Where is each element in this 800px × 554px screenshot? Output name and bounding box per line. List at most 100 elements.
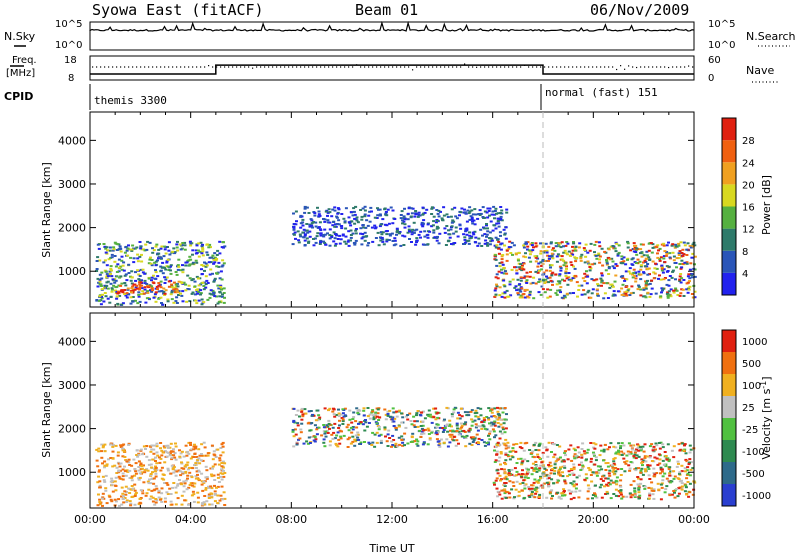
echo-cell [344,415,348,417]
echo-cell [437,444,441,447]
echo-cell [500,271,504,274]
echo-cell [169,293,173,296]
echo-cell [661,475,665,478]
echo-cell [189,457,193,460]
echo-cell [135,454,139,456]
echo-cell [671,243,675,246]
echo-cell [303,205,307,208]
echo-cell [673,491,676,494]
echo-cell [313,212,317,215]
echo-cell [571,277,575,280]
echo-cell [215,295,218,298]
echo-cell [653,267,657,270]
echo-cell [181,471,185,474]
echo-cell [443,231,447,234]
echo-cell [483,210,487,213]
echo-cell [629,451,633,454]
echo-cell [370,444,374,446]
echo-cell [314,241,318,244]
echo-cell [388,415,392,418]
echo-cell [567,470,571,473]
echo-cell [529,260,533,263]
echo-cell [503,461,507,464]
echo-cell [371,414,375,417]
echo-cell [581,442,585,445]
echo-cell [644,280,648,283]
echo-cell [686,275,690,278]
echo-cell [495,273,499,276]
echo-cell [518,296,522,299]
echo-cell [400,210,404,213]
echo-cell [202,503,206,506]
echo-cell [314,438,318,441]
echo-cell [598,465,602,468]
echo-cell [600,272,604,275]
echo-cell [170,289,174,292]
echo-cell [176,268,180,271]
echo-cell [335,234,338,237]
echo-cell [165,482,169,485]
echo-cell [594,240,598,243]
ytick-label: 1000 [58,265,86,278]
echo-cell [217,287,221,290]
echo-cell [607,472,611,475]
echo-cell [218,457,222,460]
echo-cell [665,292,669,295]
nave-point [244,66,246,68]
echo-cell [137,466,141,468]
echo-cell [446,445,450,448]
echo-cell [627,270,631,273]
nave-point [556,66,558,68]
echo-cell [499,234,502,237]
echo-cell [111,457,115,460]
echo-cell [106,275,110,278]
echo-cell [628,467,632,470]
echo-cell [173,456,177,459]
echo-cell [655,472,659,474]
nave-point [184,66,186,68]
echo-cell [221,293,224,296]
echo-cell [642,254,646,257]
echo-cell [206,282,210,284]
echo-cell [401,416,405,419]
echo-cell [310,224,314,227]
echo-cell [148,298,151,301]
echo-cell [130,291,133,294]
echo-cell [316,206,319,209]
echo-cell [213,454,217,457]
echo-cell [662,287,665,290]
echo-cell [491,210,495,213]
echo-cell [406,231,410,234]
echo-cell [123,490,127,493]
echo-cell [495,212,498,215]
echo-cell [457,433,461,436]
echo-cell [183,248,187,251]
echo-cell [607,267,611,270]
echo-cell [371,441,375,444]
colorbar-frame [721,117,737,296]
echo-cell [493,217,496,220]
echo-cell [159,447,162,450]
echo-cell [174,283,178,286]
nave-point [328,66,330,68]
echo-cell [685,477,689,480]
echo-cell [582,247,586,250]
echo-cell [118,477,122,480]
echo-cell [590,278,594,281]
echo-cell [662,257,666,260]
echo-cell [152,452,156,455]
echo-cell [125,460,129,463]
echo-cell [482,425,486,428]
echo-cell [597,254,601,257]
nave-point [432,66,434,68]
echo-cell [190,279,194,282]
echo-cell [301,218,305,221]
echo-cell [130,464,134,467]
echo-cell [612,290,616,293]
echo-cell [569,468,573,470]
echo-cell [306,442,310,445]
echo-cell [688,277,692,280]
echo-cell [624,462,628,465]
echo-cell [640,458,644,461]
echo-cell [583,261,587,264]
